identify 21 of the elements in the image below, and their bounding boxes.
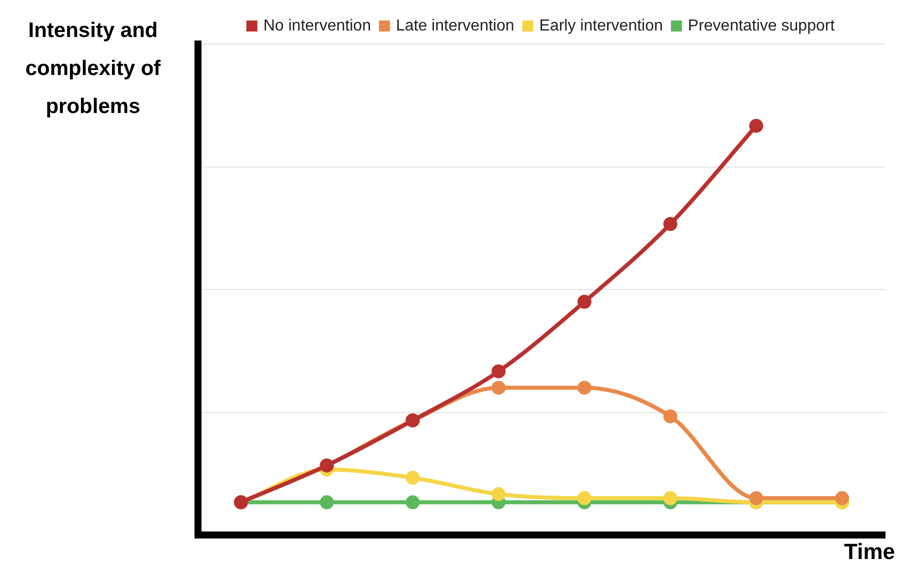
- point: [749, 118, 764, 133]
- point: [577, 491, 592, 506]
- point: [749, 491, 764, 506]
- point: [577, 380, 592, 395]
- x-axis-title: Time: [844, 539, 895, 565]
- point: [663, 409, 678, 424]
- point: [835, 491, 850, 506]
- point: [320, 495, 334, 510]
- point: [492, 380, 506, 395]
- y-axis-title: Intensity and complexity of problems: [24, 18, 162, 120]
- point: [406, 495, 420, 510]
- legend-label: Late intervention: [396, 17, 514, 34]
- point: [406, 470, 420, 485]
- point: [577, 294, 592, 309]
- point: [663, 491, 678, 506]
- point: [663, 217, 678, 232]
- legend-label: Early intervention: [539, 17, 663, 34]
- legend-label: No intervention: [263, 17, 371, 34]
- point: [492, 364, 506, 378]
- point: [492, 487, 506, 502]
- legend-label: Preventative support: [688, 17, 836, 34]
